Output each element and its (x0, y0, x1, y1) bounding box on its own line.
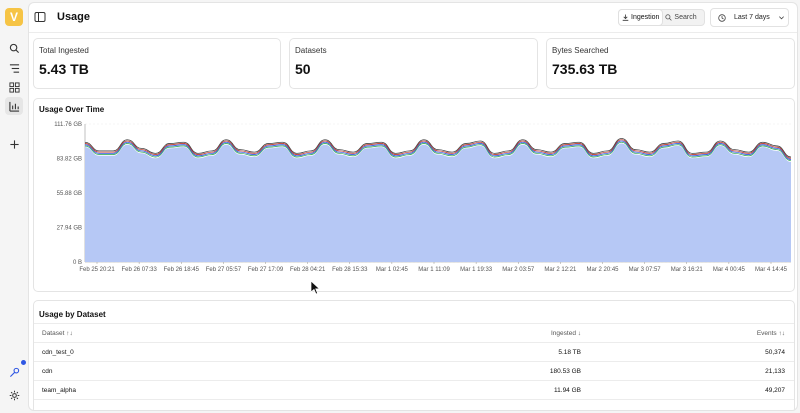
x-tick-label: Feb 28 15:33 (332, 267, 368, 273)
search-icon (665, 14, 673, 21)
ingested-column-header[interactable]: Ingested ↓ (551, 330, 581, 337)
page-title: Usage (57, 11, 91, 23)
table-row[interactable]: cdn 180.53 GB 21,133 (34, 362, 794, 381)
usage-type-toggle: Ingestion Search (618, 9, 705, 26)
table-row[interactable]: team_alpha 11.94 GB 49,207 (34, 381, 794, 400)
notification-dot (21, 360, 26, 365)
card-label: Total Ingested (39, 46, 89, 55)
card-value: 735.63 TB (552, 61, 618, 77)
search-tab[interactable]: Search (662, 10, 699, 25)
chart-title: Usage Over Time (39, 105, 105, 114)
y-tick-label: 27.94 GB (57, 226, 82, 232)
main-panel: Usage Ingestion Search Last 7 days Total… (28, 2, 798, 411)
card-value: 50 (295, 61, 311, 77)
app-logo[interactable]: V (5, 8, 23, 26)
card-label: Datasets (295, 46, 327, 55)
x-tick-label: Mar 2 20:45 (586, 267, 619, 273)
x-tick-label: Feb 26 07:33 (121, 267, 157, 273)
card-value: 5.43 TB (39, 61, 89, 77)
y-tick-label: 111.76 GB (54, 122, 82, 128)
events-cell: 21,133 (765, 368, 785, 375)
usage-by-dataset-card: Usage by Dataset Dataset ↑↓ Ingested ↓ E… (33, 300, 795, 410)
x-tick-label: Mar 2 12:21 (544, 267, 577, 273)
dashboard-icon[interactable] (5, 78, 23, 96)
events-column-header[interactable]: Events ↑↓ (756, 330, 785, 337)
x-tick-label: Feb 27 05:57 (206, 267, 242, 273)
total-ingested-card: Total Ingested 5.43 TB (33, 38, 281, 89)
mouse-cursor-icon (311, 281, 321, 295)
card-label: Bytes Searched (552, 46, 609, 55)
events-cell: 50,374 (765, 349, 785, 356)
area-fill-series (85, 143, 791, 262)
download-icon (622, 14, 629, 21)
x-tick-label: Feb 25 20:21 (79, 267, 115, 273)
dataset-column-header[interactable]: Dataset ↑↓ (42, 330, 73, 337)
dataset-cell: cdn_test_0 (42, 349, 74, 356)
sidebar: V (0, 0, 28, 413)
table-title: Usage by Dataset (39, 310, 106, 319)
x-tick-label: Mar 4 14:45 (755, 267, 788, 273)
bytes-searched-card: Bytes Searched 735.63 TB (546, 38, 795, 89)
x-tick-label: Mar 1 11:09 (418, 267, 450, 273)
dataset-cell: team_alpha (42, 387, 76, 394)
search-tab-label: Search (674, 14, 697, 21)
filter-icon[interactable] (5, 59, 23, 77)
usage-chart-icon[interactable] (5, 97, 23, 115)
x-tick-label: Mar 3 07:57 (629, 267, 662, 273)
datasets-card: Datasets 50 (289, 38, 538, 89)
y-tick-label: 83.82 GB (57, 157, 82, 163)
time-range-select[interactable]: Last 7 days (710, 8, 789, 27)
x-tick-label: Feb 27 17:09 (248, 267, 284, 273)
key-icon[interactable] (5, 363, 23, 381)
x-tick-label: Mar 3 16:21 (671, 267, 704, 273)
search-icon[interactable] (5, 39, 23, 57)
x-tick-label: Mar 1 19:33 (460, 267, 493, 273)
y-tick-label: 55.88 GB (57, 191, 82, 197)
series-line (84, 139, 792, 159)
table-header: Dataset ↑↓ Ingested ↓ Events ↑↓ (34, 323, 794, 343)
series-line (84, 140, 792, 160)
series-line (84, 138, 792, 158)
usage-over-time-card: Usage Over Time 111.76 GB 83.82 GB 55.88 G… (33, 98, 795, 292)
x-tick-label: Feb 28 04:21 (290, 267, 326, 273)
ingestion-tab-label: Ingestion (631, 14, 660, 21)
page-header: Usage Ingestion Search Last 7 days (29, 3, 797, 33)
add-icon[interactable] (5, 135, 23, 153)
series-line (84, 141, 792, 162)
settings-icon[interactable] (5, 386, 23, 404)
events-cell: 49,207 (765, 387, 785, 394)
x-tick-label: Feb 26 18:45 (164, 267, 200, 273)
y-tick-label: 0 B (73, 260, 82, 266)
ingested-cell: 180.53 GB (549, 368, 581, 375)
x-tick-label: Mar 2 03:57 (502, 267, 535, 273)
chevron-down-icon (778, 16, 784, 20)
clock-icon (718, 13, 726, 22)
table-row[interactable]: cdn_test_0 5.18 TB 50,374 (34, 343, 794, 362)
time-range-label: Last 7 days (734, 14, 770, 21)
x-tick-label: Mar 1 02:45 (376, 267, 409, 273)
ingested-cell: 11.94 GB (554, 387, 581, 394)
dataset-cell: cdn (42, 368, 53, 375)
x-tick-label: Mar 4 00:45 (713, 267, 746, 273)
sidebar-toggle-icon[interactable] (34, 11, 46, 23)
ingested-cell: 5.18 TB (558, 349, 581, 356)
ingestion-tab[interactable]: Ingestion (619, 10, 663, 25)
